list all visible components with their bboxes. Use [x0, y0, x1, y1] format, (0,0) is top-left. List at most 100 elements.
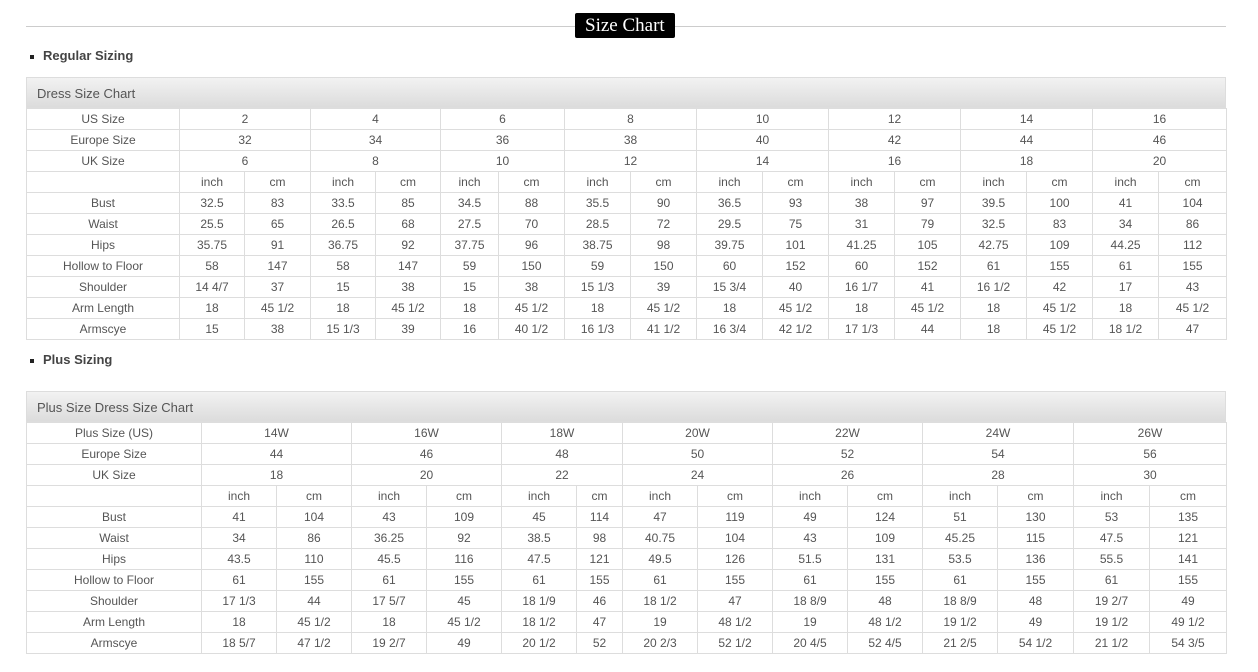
measurement-cell: 155: [997, 569, 1074, 591]
measurement-cell: 59: [564, 255, 631, 277]
size-cell: 8: [564, 108, 697, 130]
measurement-cell: 121: [1149, 527, 1227, 549]
measurement-cell: 40 1/2: [498, 318, 565, 340]
measurement-cell: 110: [276, 548, 352, 570]
unit-header: cm: [761, 171, 830, 193]
measurement-cell: 54 3/5: [1149, 632, 1227, 654]
size-cell: 24: [622, 464, 773, 486]
measurement-cell: 15: [179, 318, 245, 340]
measurement-cell: 48 1/2: [847, 611, 923, 633]
measurement-cell: 41: [201, 506, 277, 528]
size-cell: 16: [828, 150, 962, 172]
size-cell: 14: [960, 108, 1094, 130]
measurement-cell: 16 1/3: [564, 318, 631, 340]
measurement-cell: 52 1/2: [697, 632, 773, 654]
size-cell: 26: [772, 464, 923, 486]
measurement-cell: 88: [498, 192, 565, 214]
measurement-row: Arm Length 18 45 1/2 18 45 1/2 18 45 1/2 18 45 1…: [26, 297, 1228, 319]
size-cell: 46: [1092, 129, 1228, 151]
size-row: Plus Size (US) 14W 16W 18W 20W 22W 24W 26W: [26, 422, 1227, 444]
measurement-cell: 44: [894, 318, 962, 340]
size-cell: 56: [1073, 443, 1227, 465]
size-cell: 36: [440, 129, 565, 151]
size-cell: 20: [351, 464, 502, 486]
measurement-cell: 18: [960, 318, 1028, 340]
unit-header: inch: [960, 171, 1028, 193]
row-label: Bust: [26, 506, 202, 528]
size-cell: 30: [1073, 464, 1227, 486]
measurement-row: Hollow to Floor 58 147 58 147 59 150 59 150 60 152…: [26, 255, 1228, 277]
unit-header: cm: [375, 171, 441, 193]
measurement-cell: 45 1/2: [276, 611, 352, 633]
size-cell: 26W: [1073, 422, 1227, 444]
measurement-cell: 34: [1092, 213, 1160, 235]
measurement-cell: 45 1/2: [244, 297, 311, 319]
row-label: Hollow to Floor: [26, 255, 180, 277]
measurement-row: Bust 32.5 83 33.5 85 34.5 88 35.5 90 36.5 93 38 97 39…: [26, 192, 1228, 214]
size-cell: 20: [1092, 150, 1228, 172]
measurement-cell: 32.5: [960, 213, 1028, 235]
measurement-cell: 15 3/4: [696, 276, 763, 298]
size-cell: 10: [695, 108, 830, 130]
measurement-cell: 61: [622, 569, 698, 591]
row-label: Europe Size: [26, 129, 180, 151]
measurement-cell: 18: [179, 297, 245, 319]
measurement-cell: 72: [630, 213, 697, 235]
measurement-cell: 43: [772, 527, 848, 549]
chart-title: Dress Size Chart: [26, 77, 1226, 108]
measurement-row: Waist 34 86 36.25 92 38.5 98 40.75 104 43 109 45.25…: [26, 527, 1227, 549]
page-title: Size Chart: [575, 13, 675, 38]
measurement-cell: 15: [440, 276, 499, 298]
measurement-cell: 18: [310, 297, 376, 319]
measurement-cell: 20 4/5: [772, 632, 848, 654]
measurement-cell: 47: [697, 590, 773, 612]
measurement-cell: 119: [697, 506, 773, 528]
unit-header: cm: [847, 485, 923, 507]
measurement-cell: 42.75: [960, 234, 1028, 256]
row-label: Arm Length: [26, 297, 180, 319]
size-cell: 14: [695, 150, 830, 172]
size-cell: 42: [828, 129, 962, 151]
size-cell: 10: [440, 150, 565, 172]
measurement-cell: 51.5: [772, 548, 848, 570]
measurement-cell: 48: [847, 590, 923, 612]
unit-header: inch: [1092, 171, 1160, 193]
measurement-cell: 18 1/2: [501, 611, 577, 633]
unit-header: cm: [1026, 171, 1094, 193]
row-label: Hollow to Floor: [26, 569, 202, 591]
measurement-cell: 29.5: [696, 213, 763, 235]
regular-size-table: US Size 2 4 6 8 10 12 14 16 Europe Size 32 34 36 38 40…: [26, 108, 1228, 340]
measurement-cell: 43.5: [201, 548, 277, 570]
unit-header: inch: [201, 485, 277, 507]
measurement-cell: 155: [847, 569, 923, 591]
measurement-cell: 104: [1158, 192, 1228, 214]
measurement-cell: 61: [501, 569, 577, 591]
measurement-cell: 135: [1149, 506, 1227, 528]
measurement-cell: 147: [375, 255, 441, 277]
size-cell: 2: [179, 108, 311, 130]
measurement-cell: 35.5: [564, 192, 631, 214]
measurement-cell: 45 1/2: [375, 297, 441, 319]
unit-row: inch cm inch cm inch cm inch cm inch cm inch cm inch…: [26, 485, 1227, 507]
measurement-cell: 136: [997, 548, 1074, 570]
measurement-cell: 61: [922, 569, 998, 591]
row-label: Shoulder: [26, 590, 202, 612]
measurement-cell: 109: [1026, 234, 1094, 256]
measurement-row: Arm Length 18 45 1/2 18 45 1/2 18 1/2 47 19 48 1…: [26, 611, 1227, 633]
measurement-cell: 14 4/7: [179, 276, 245, 298]
size-row: UK Size 6 8 10 12 14 16 18 20: [26, 150, 1228, 172]
measurement-cell: 155: [426, 569, 502, 591]
size-cell: 28: [922, 464, 1074, 486]
measurement-cell: 18: [564, 297, 631, 319]
measurement-cell: 18: [1092, 297, 1160, 319]
measurement-cell: 15: [310, 276, 376, 298]
measurement-cell: 37: [244, 276, 311, 298]
row-label: UK Size: [26, 464, 202, 486]
measurement-cell: 27.5: [440, 213, 499, 235]
measurement-cell: 155: [1026, 255, 1094, 277]
measurement-cell: 35.75: [179, 234, 245, 256]
measurement-cell: 83: [1026, 213, 1094, 235]
measurement-cell: 116: [426, 548, 502, 570]
measurement-cell: 126: [697, 548, 773, 570]
measurement-cell: 98: [576, 527, 623, 549]
